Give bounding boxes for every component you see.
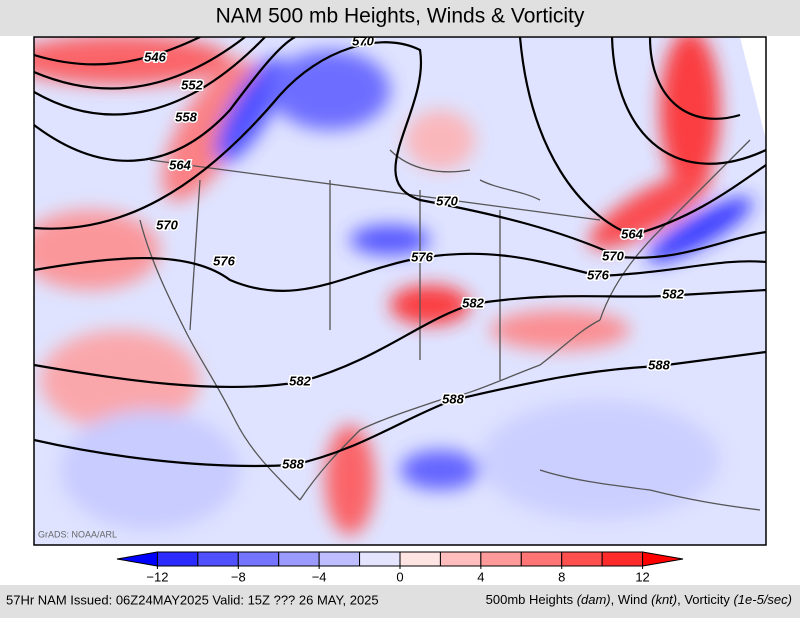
contour-label: 564 <box>621 226 643 241</box>
footer-right-part: , Vorticity <box>677 592 733 607</box>
contour-label: 582 <box>462 295 484 310</box>
colorbar-bin <box>197 551 239 567</box>
title-bar <box>0 0 800 36</box>
colorbar-tick-label: 4 <box>477 569 484 584</box>
coastlines <box>139 139 761 511</box>
footer-bar <box>0 585 800 618</box>
contour-label: 570 <box>352 33 374 48</box>
footer-right-part: (knt) <box>651 592 677 607</box>
title: NAM 500 mb Heights, Winds & Vorticity <box>216 5 585 28</box>
contour-label: 576 <box>411 249 433 264</box>
colorbar-tick-label: 12 <box>635 569 649 584</box>
colorbar-tick-label: 0 <box>396 569 403 584</box>
contour-label: 570 <box>436 193 458 208</box>
height-contours <box>34 37 766 468</box>
footer-left: 57Hr NAM Issued: 06Z24MAY2025 Valid: 15Z… <box>6 592 379 607</box>
contour-label: 570 <box>156 217 178 232</box>
colorbar-tick-label: −4 <box>312 569 327 584</box>
footer-right-part: 500mb Heights <box>486 592 577 607</box>
colorbar-bin <box>359 551 401 567</box>
contour-labels: 546 552 558 564 570 570 570 576 576 582 582 564 570 5… <box>143 33 686 473</box>
colorbar-tick-label: −12 <box>146 569 168 584</box>
contour-label: 582 <box>289 373 311 388</box>
contour-label: 588 <box>648 357 670 372</box>
footer-right-part: (dam) <box>577 592 611 607</box>
contour-label: 546 <box>144 49 166 64</box>
colorbar-bin <box>520 551 563 567</box>
contour-label: 588 <box>442 391 464 406</box>
colorbar-bin <box>318 551 361 567</box>
colorbar-bin <box>278 551 320 567</box>
credit: GrADS: NOAA/ARL <box>38 529 117 539</box>
colorbar-bin <box>480 551 522 567</box>
colorbar-bin <box>156 551 199 567</box>
colorbar-bin <box>642 551 684 567</box>
contour-label: 588 <box>282 456 304 471</box>
footer-right: 500mb Heights (dam), Wind (knt), Vortici… <box>486 592 792 607</box>
colorbar-bin <box>601 551 644 567</box>
contour-label: 552 <box>181 77 203 92</box>
colorbar-bin <box>561 551 603 567</box>
map: 546 552 558 564 570 570 570 576 576 582 582 564 570 5… <box>34 33 766 545</box>
contour-label: 576 <box>587 267 609 282</box>
footer-right-part: , Wind <box>611 592 651 607</box>
colorbar-bin <box>237 551 280 567</box>
footer-right-part: (1e-5/sec) <box>733 592 792 607</box>
contour-label: 576 <box>213 253 235 268</box>
colorbar-bin <box>439 551 482 567</box>
map-frame <box>33 36 767 546</box>
colorbar: −12 −8 −4 0 4 8 12 <box>116 551 684 584</box>
contour-label: 582 <box>662 286 684 301</box>
colorbar-bin <box>116 551 158 567</box>
contour-label: 564 <box>169 157 191 172</box>
contour-label: 570 <box>602 248 624 263</box>
colorbar-tick-label: −8 <box>231 569 246 584</box>
colorbar-bin <box>399 551 441 567</box>
contour-label: 558 <box>175 109 197 124</box>
colorbar-tick-label: 8 <box>558 569 565 584</box>
